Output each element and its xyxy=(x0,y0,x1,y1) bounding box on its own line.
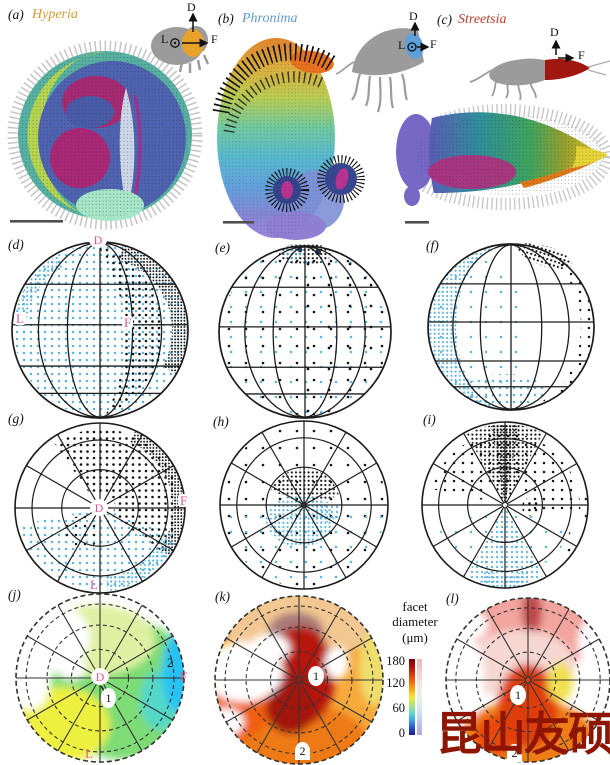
panel-tag-l: (l) xyxy=(446,591,459,606)
panel-tag-g: (g) xyxy=(8,411,24,426)
inset-a-axis-l: L xyxy=(161,32,169,46)
inset-hyperia-body xyxy=(151,12,210,73)
scalebar-b xyxy=(223,221,254,224)
eye-phronima xyxy=(212,38,365,240)
heatmap-j-grid xyxy=(15,593,185,763)
panel-tag-c: (c) xyxy=(437,12,452,27)
heatmap-j-marker-2: 2 xyxy=(167,656,174,670)
heatmap-k-marker-1: 1 xyxy=(308,666,324,686)
colorbar-tick-60: 60 xyxy=(392,701,406,715)
colorbar-tick-120: 120 xyxy=(386,676,405,690)
inset-a-axis-f: F xyxy=(211,32,218,46)
panel-tag-h: (h) xyxy=(213,414,229,429)
heatmap-j-axis-d: D xyxy=(91,668,109,685)
inset-streetsia-body xyxy=(469,39,610,101)
heatmap-k-marker-2: 2 xyxy=(295,742,310,760)
heatmap-j-axis-l: L xyxy=(85,746,93,761)
colorbar-tick-180: 180 xyxy=(386,654,405,668)
polar-i-grid xyxy=(421,421,589,589)
heatmap-j-axis-f: F xyxy=(180,669,188,684)
eye-streetsia xyxy=(396,104,610,210)
colorbar-title-line1: facet xyxy=(402,599,428,614)
inset-a-axis-d: D xyxy=(187,0,196,14)
panel-tag-j: (j) xyxy=(8,587,21,602)
panel-tag-b: (b) xyxy=(218,11,234,26)
polar-g-axis-d: D xyxy=(90,499,108,516)
panel-tag-a: (a) xyxy=(8,7,24,22)
sphere-d-axis-l: L xyxy=(14,311,26,326)
panel-tag-e: (e) xyxy=(215,240,230,255)
panel-tag-d: (d) xyxy=(8,237,24,252)
sphere-e-grid xyxy=(218,245,392,419)
heatmap-j-marker-1: 1 xyxy=(101,688,116,708)
colorbar-pale xyxy=(417,659,422,735)
panel-tag-k: (k) xyxy=(215,589,230,604)
colorbar-saturated xyxy=(409,659,415,735)
heatmap-l-marker-2: 2 xyxy=(507,744,522,762)
species-phronima: Phronima xyxy=(242,11,298,26)
watermark: 昆山友硕 xyxy=(436,707,610,761)
heatmap-l-grid xyxy=(445,597,610,763)
species-hyperia: Hyperia xyxy=(32,7,78,22)
colorbar-title-line2: diameter xyxy=(392,614,438,629)
colorbar-tick-0: 0 xyxy=(398,726,405,740)
inset-c-axis-f: F xyxy=(578,48,585,62)
scalebar-c xyxy=(405,221,429,224)
inset-phronima-body xyxy=(335,21,430,113)
species-streetsia: Streetsia xyxy=(458,12,507,27)
heatmap-l-marker-1: 1 xyxy=(510,685,526,705)
colorbar-title-line3: (μm) xyxy=(402,630,428,645)
polar-h-grid xyxy=(219,420,389,590)
polar-g-grid xyxy=(14,422,186,594)
panel-tag-i: (i) xyxy=(423,412,436,427)
inset-b-axis-d: D xyxy=(409,9,418,23)
eye-hyperia xyxy=(7,40,203,230)
polar-g-axis-f: F xyxy=(178,493,190,508)
polar-g-axis-l: L xyxy=(90,577,98,592)
inset-b-axis-f: F xyxy=(430,37,437,51)
sphere-d-axis-f: F xyxy=(122,315,134,330)
scalebar-a xyxy=(10,220,63,223)
inset-c-axis-d: D xyxy=(550,25,559,39)
sphere-d-axis-d: D xyxy=(89,232,107,248)
inset-b-axis-l: L xyxy=(398,38,406,52)
heatmap-k xyxy=(215,596,383,764)
sphere-f-grid xyxy=(427,243,595,411)
panel-tag-f: (f) xyxy=(426,238,439,253)
